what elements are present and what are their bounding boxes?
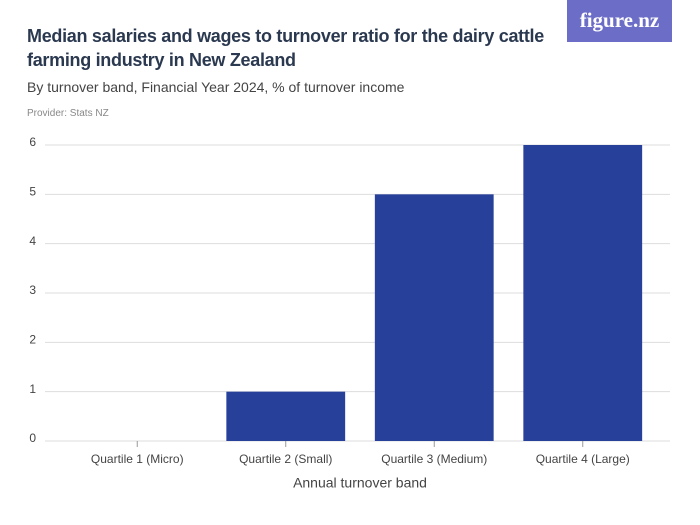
brand-logo[interactable]: figure.nz bbox=[567, 0, 672, 42]
x-axis-label: Annual turnover band bbox=[293, 475, 427, 491]
x-tick-label: Quartile 1 (Micro) bbox=[91, 452, 184, 466]
x-tick-label: Quartile 2 (Small) bbox=[239, 452, 332, 466]
bar bbox=[374, 194, 494, 441]
y-tick-label: 5 bbox=[29, 185, 36, 199]
chart-subtitle: By turnover band, Financial Year 2024, %… bbox=[27, 79, 405, 95]
provider: Provider: Stats NZ bbox=[27, 108, 109, 119]
y-tick-label: 0 bbox=[29, 431, 36, 445]
bar bbox=[226, 391, 346, 441]
x-tick-label: Quartile 4 (Large) bbox=[536, 452, 630, 466]
y-tick-label: 6 bbox=[29, 135, 36, 149]
y-tick-label: 1 bbox=[29, 382, 36, 396]
y-tick-label: 4 bbox=[29, 234, 36, 248]
bar bbox=[523, 145, 643, 441]
y-tick-label: 2 bbox=[29, 333, 36, 347]
x-tick-label: Quartile 3 (Medium) bbox=[381, 452, 487, 466]
y-tick-label: 3 bbox=[29, 283, 36, 297]
chart-title: Median salaries and wages to turnover ra… bbox=[27, 26, 544, 70]
